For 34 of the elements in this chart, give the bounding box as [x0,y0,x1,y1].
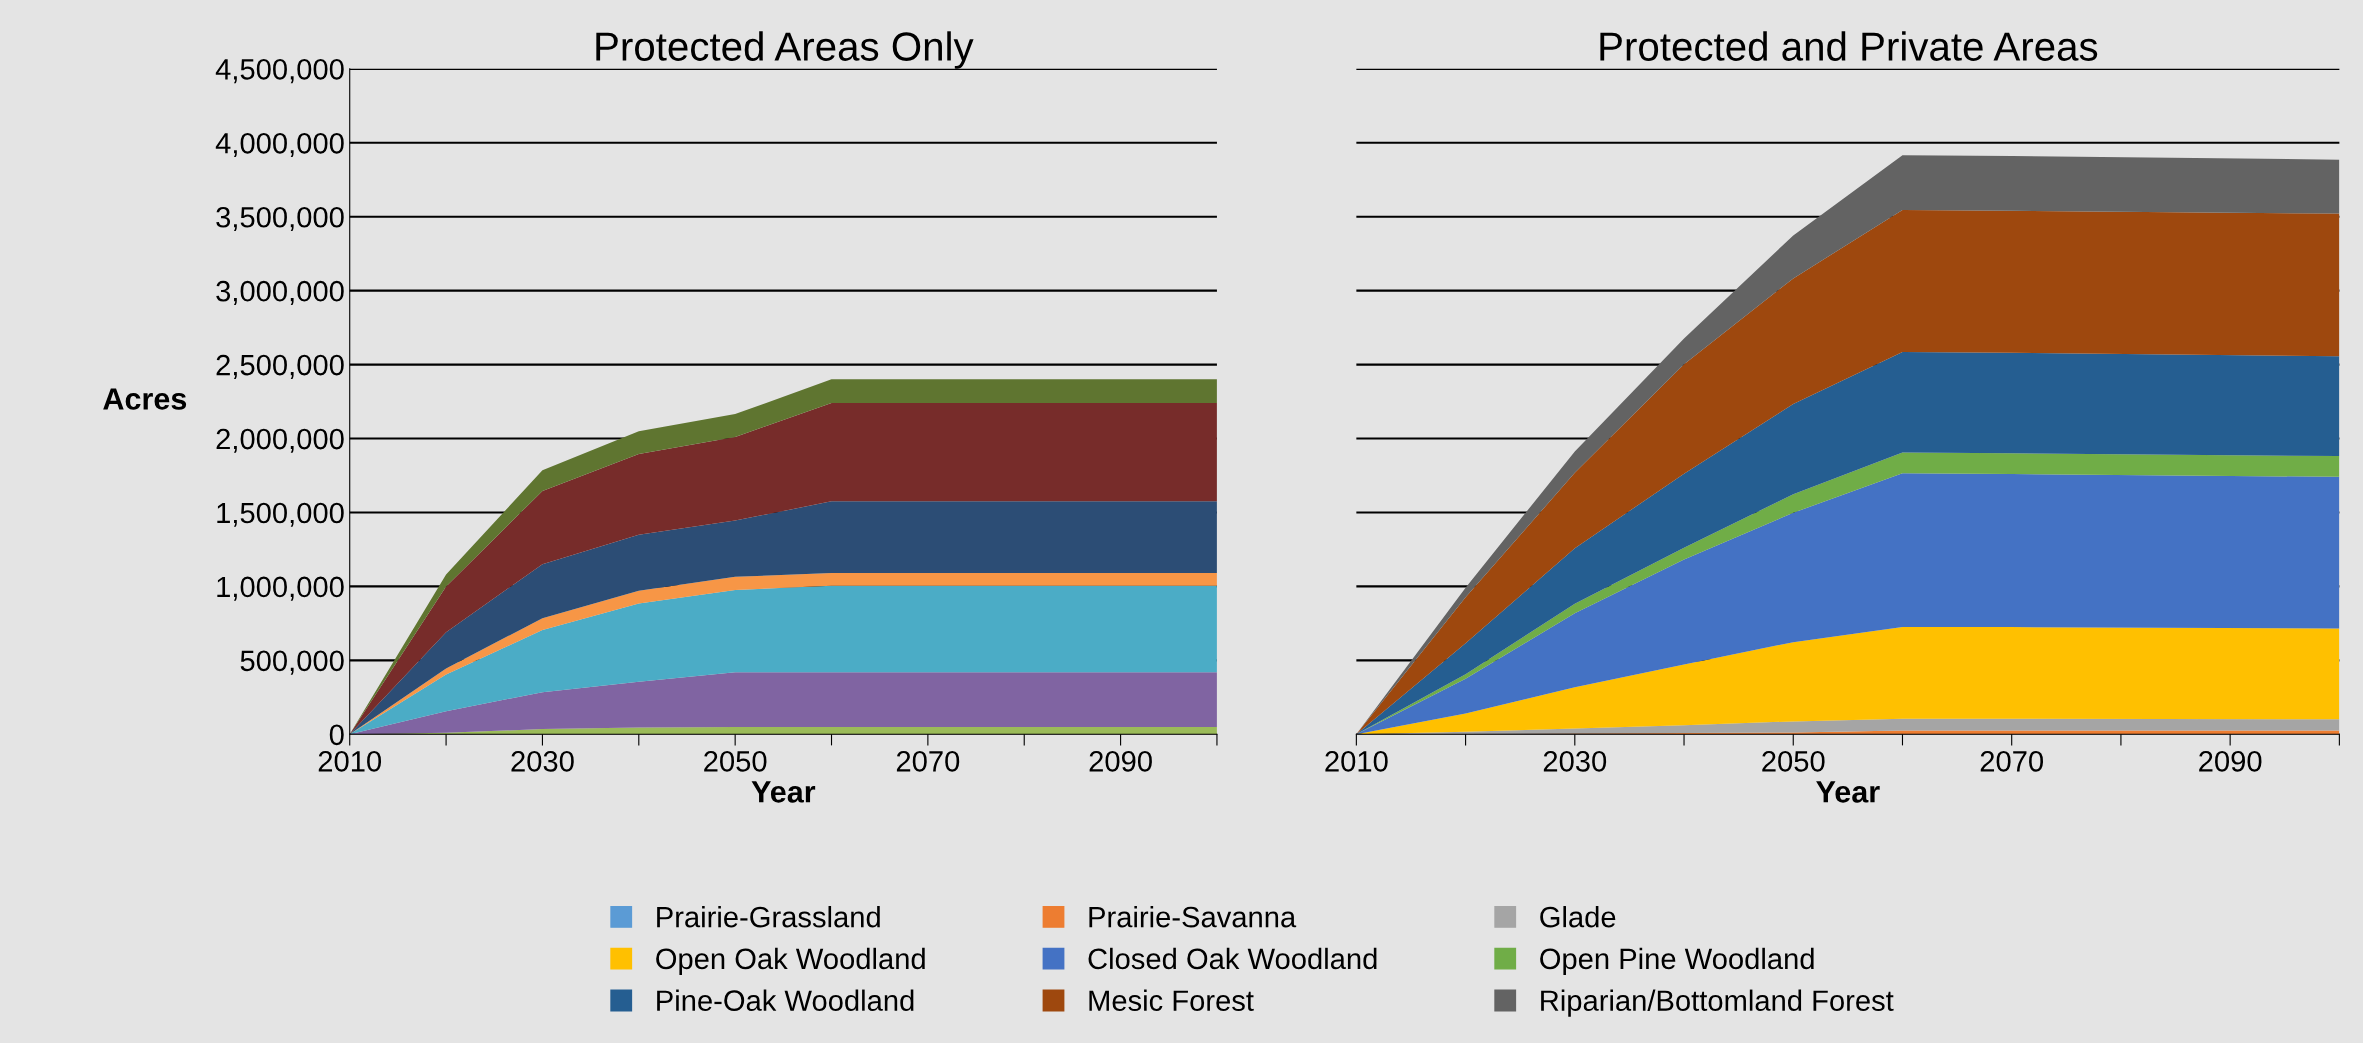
y-tick-label: 4,500,000 [215,59,344,84]
y-tick-label: 500,000 [240,650,344,675]
legend-label: Pine-Oak Woodland [657,989,914,1011]
x-tick-label: 2050 [704,751,767,772]
x-axis-title: Year [1816,781,1880,803]
y-tick-label: 4,000,000 [215,132,344,158]
legend-label: Prairie-Savanna [1089,906,1297,928]
x-tick-label: 2090 [2199,751,2262,772]
x-tick-label: 2050 [1762,751,1825,772]
legend-label: Riparian/Bottomland Forest [1541,989,1894,1017]
x-tick-label: 2030 [511,751,574,772]
chart-title: Protected and Private Areas [1600,31,2098,61]
y-axis-title: Acres [103,388,187,410]
x-tick-label: 2090 [1089,751,1152,772]
y-tick-label: 3,000,000 [216,280,344,305]
y-tick-label: 2,500,000 [216,354,344,379]
x-axis-title: Year [751,781,816,803]
y-tick-label: 0 [329,724,344,746]
legend-label: Glade [1540,906,1616,928]
y-tick-label: 1,500,000 [217,502,344,527]
x-tick-label: 2010 [318,751,382,772]
x-tick-label: 2070 [896,751,960,772]
legend-label: Prairie-Grassland [657,906,880,928]
legend-label: Open Oak Woodland [656,947,925,975]
y-tick-label: 1,000,000 [217,576,344,601]
y-tick-label: 2,000,000 [216,428,344,453]
x-tick-label: 2030 [1543,751,1607,772]
chart-title: Protected Areas Only [596,31,974,69]
y-tick-label: 3,500,000 [216,206,344,232]
legend-label: Closed Oak Woodland [1088,947,1377,970]
legend-label: Open Pine Woodland [1540,947,1814,975]
x-tick-label: 2010 [1325,751,1388,772]
legend-label: Mesic Forest [1089,989,1254,1011]
x-tick-label: 2070 [1980,751,2044,772]
